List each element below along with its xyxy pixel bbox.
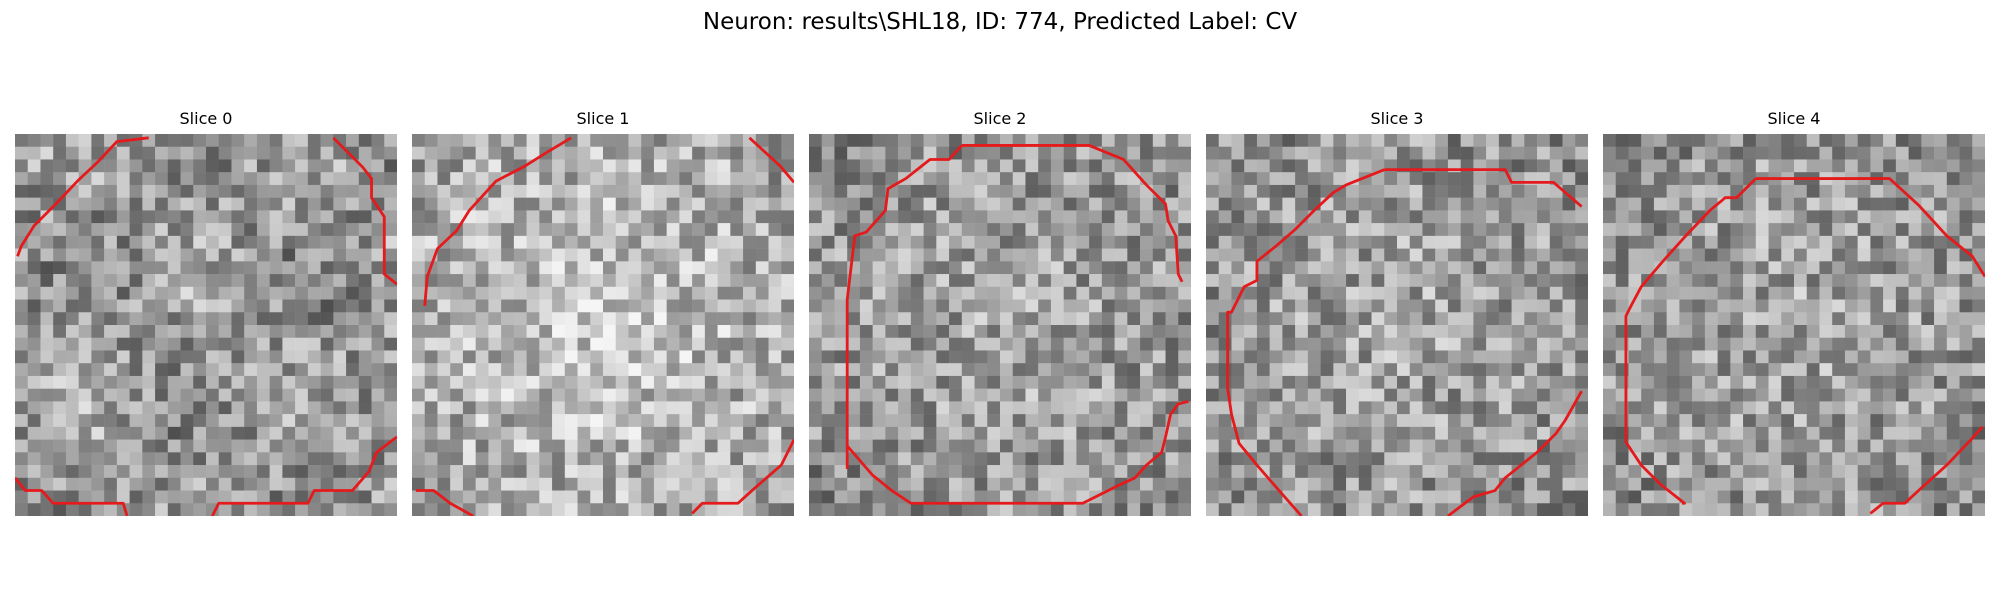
contour-line: [1384, 168, 1583, 208]
slice-panel-4: Slice 4: [1603, 108, 1985, 526]
slice-panel-3: Slice 3: [1206, 108, 1588, 526]
pixel-grid: [1603, 134, 1985, 516]
contour-line: [748, 136, 794, 184]
contour-line: [423, 136, 572, 307]
pixel-grid: [809, 134, 1191, 516]
contour-line: [16, 136, 149, 257]
contour-line: [15, 476, 129, 516]
contour-line: [1447, 390, 1583, 516]
contour-line: [691, 438, 794, 515]
slice-image-1: [412, 134, 794, 516]
pixel-grid: [412, 134, 794, 516]
contour-line: [845, 144, 963, 469]
slice-title-4: Slice 4: [1767, 109, 1821, 128]
contour-line: [846, 400, 1189, 505]
contour-line: [332, 136, 397, 286]
slice-image-0: [15, 134, 397, 516]
contour-line: [415, 489, 474, 516]
contour-line: [961, 144, 1184, 283]
pixel-grid: [1206, 134, 1588, 516]
contour-line: [211, 435, 397, 516]
slice-title-2: Slice 2: [973, 109, 1027, 128]
figure-title: Neuron: results\SHL18, ID: 774, Predicte…: [702, 9, 1298, 35]
slice-image-3: [1206, 134, 1588, 516]
pixel-grid: [15, 134, 397, 516]
contour-line: [1755, 177, 1985, 278]
slice-panel-2: Slice 2: [809, 108, 1191, 526]
slice-image-4: [1603, 134, 1985, 516]
contour-line: [1226, 168, 1385, 516]
slice-panel-0: Slice 0: [15, 108, 397, 526]
slice-image-2: [809, 134, 1191, 516]
contour-line: [1624, 177, 1757, 505]
slice-title-3: Slice 3: [1370, 109, 1424, 128]
slice-panel-1: Slice 1: [412, 108, 794, 526]
slice-title-0: Slice 0: [179, 109, 233, 128]
contour-line: [1869, 425, 1984, 515]
slice-title-1: Slice 1: [576, 109, 630, 128]
